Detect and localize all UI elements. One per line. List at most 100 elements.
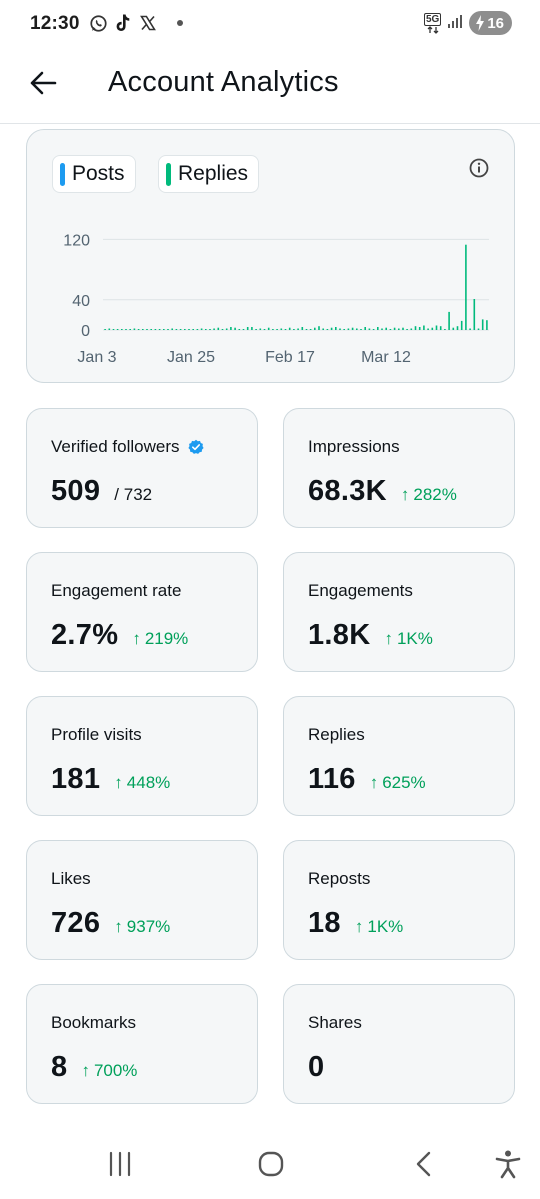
chart-bar <box>301 327 304 330</box>
chart-bar <box>393 327 396 330</box>
stat-change-value: 937% <box>126 917 171 936</box>
chart-bar <box>217 327 220 330</box>
stat-card-bookmarks[interactable]: Bookmarks 8 ↑ 700% <box>26 984 258 1104</box>
legend-posts-toggle[interactable]: Posts <box>52 155 136 193</box>
stat-value-row: 18 ↑ 1K% <box>308 907 403 940</box>
chart-bar <box>158 329 161 330</box>
chart-bar <box>368 328 371 330</box>
y-tick-label: 120 <box>63 232 90 249</box>
chart-bar <box>439 326 442 330</box>
stat-card-replies[interactable]: Replies 116 ↑ 625% <box>283 696 515 816</box>
home-button[interactable] <box>253 1146 289 1182</box>
stat-label: Engagement rate <box>51 581 181 601</box>
chart-bar <box>322 328 324 330</box>
stat-label: Reposts <box>308 869 370 889</box>
chart-bar <box>481 319 484 330</box>
battery-level: 16 <box>487 14 504 32</box>
legend-label-posts: Posts <box>72 162 125 185</box>
chart-bar <box>242 329 245 330</box>
stat-value-row: 726 ↑ 937% <box>51 907 170 940</box>
tiktok-icon <box>113 13 133 33</box>
nav-back-button[interactable] <box>406 1146 442 1182</box>
stat-value-row: 1.8K ↑ 1K% <box>308 619 433 652</box>
stat-label-text: Impressions <box>308 437 400 456</box>
chart-bar <box>213 328 215 330</box>
stat-label-text: Reposts <box>308 869 371 888</box>
stat-card-engagements[interactable]: Engagements 1.8K ↑ 1K% <box>283 552 515 672</box>
chart-bar <box>234 327 236 330</box>
chart-bar <box>372 329 375 330</box>
chart-bar <box>452 327 455 330</box>
arrow-up-icon: ↑ <box>114 773 123 792</box>
analytics-chart: 0 40 120 Jan 3 Jan 25 Feb 17 Mar 12 <box>63 232 489 366</box>
stat-card-profile-visits[interactable]: Profile visits 181 ↑ 448% <box>26 696 258 816</box>
chart-bar <box>314 327 316 330</box>
chart-bar <box>406 329 408 330</box>
stat-value: 2.7% <box>51 619 119 651</box>
recent-apps-icon <box>109 1151 131 1177</box>
dot-icon <box>177 20 183 26</box>
info-button[interactable] <box>468 157 490 179</box>
stat-label: Verified followers <box>51 437 204 457</box>
chart-bar <box>238 329 241 330</box>
stat-value: 726 <box>51 907 101 939</box>
chart-bar <box>326 329 329 330</box>
chart-bar <box>318 326 320 330</box>
recent-apps-button[interactable] <box>102 1146 138 1182</box>
chart-bar <box>418 327 421 330</box>
chart-bar <box>347 328 350 330</box>
chart-bar <box>104 329 106 330</box>
chart-bar <box>121 329 123 330</box>
stat-label-text: Replies <box>308 725 365 744</box>
accessibility-icon <box>495 1150 521 1179</box>
chart-bar <box>297 328 299 330</box>
network-5g-icon: 5G <box>423 12 442 34</box>
stat-label: Engagements <box>308 581 413 601</box>
chart-bar <box>288 327 291 330</box>
chart-bar <box>137 329 140 330</box>
chart-bar <box>431 327 434 330</box>
stat-label-text: Bookmarks <box>51 1013 137 1032</box>
chart-bar <box>221 329 224 330</box>
x-tick-label: Mar 12 <box>361 349 411 366</box>
arrow-up-icon: ↑ <box>132 629 141 648</box>
chart-bar <box>423 325 425 330</box>
y-tick-label: 0 <box>81 323 90 340</box>
chart-bar <box>435 325 438 330</box>
arrow-up-icon: ↑ <box>369 773 379 792</box>
accessibility-button[interactable] <box>490 1146 526 1182</box>
notification-icons <box>88 13 183 33</box>
page-title: Account Analytics <box>108 66 339 98</box>
stat-label-text: Engagements <box>308 581 413 600</box>
x-tick-label: Jan 3 <box>77 349 116 366</box>
stat-card-impressions[interactable]: Impressions 68.3K ↑ 282% <box>283 408 515 528</box>
chart-bar <box>200 328 203 330</box>
stat-label-text: Engagement rate <box>51 581 182 600</box>
chart-bar <box>356 328 358 330</box>
chart-bar <box>465 244 467 330</box>
chart-bar <box>150 329 152 330</box>
chart-bar <box>351 327 354 330</box>
stat-value: 116 <box>308 763 356 795</box>
chart-bar <box>486 320 488 330</box>
stat-card-reposts[interactable]: Reposts 18 ↑ 1K% <box>283 840 515 960</box>
chart-bar <box>309 329 312 330</box>
back-button[interactable] <box>26 66 60 100</box>
system-icons: 5G 16 <box>423 11 512 35</box>
signal-icon <box>447 13 463 34</box>
stat-change-value: 219% <box>144 629 189 648</box>
stat-card-verified-followers[interactable]: Verified followers 509 / 732 <box>26 408 258 528</box>
stat-card-shares[interactable]: Shares 0 <box>283 984 515 1104</box>
stat-value: 18 <box>308 907 341 939</box>
stat-card-likes[interactable]: Likes 726 ↑ 937% <box>26 840 258 960</box>
stat-card-engagement-rate[interactable]: Engagement rate 2.7% ↑ 219% <box>26 552 258 672</box>
stat-value-row: 116 ↑ 625% <box>308 763 426 796</box>
legend-replies-toggle[interactable]: Replies <box>158 155 260 193</box>
system-nav-bar <box>0 1128 540 1199</box>
whatsapp-icon <box>88 13 108 33</box>
stat-change-value: 625% <box>382 773 426 792</box>
chart-bar <box>251 327 253 330</box>
chart-bar <box>389 329 392 330</box>
chart-bar <box>146 329 148 330</box>
arrow-up-icon: ↑ <box>81 1061 90 1080</box>
